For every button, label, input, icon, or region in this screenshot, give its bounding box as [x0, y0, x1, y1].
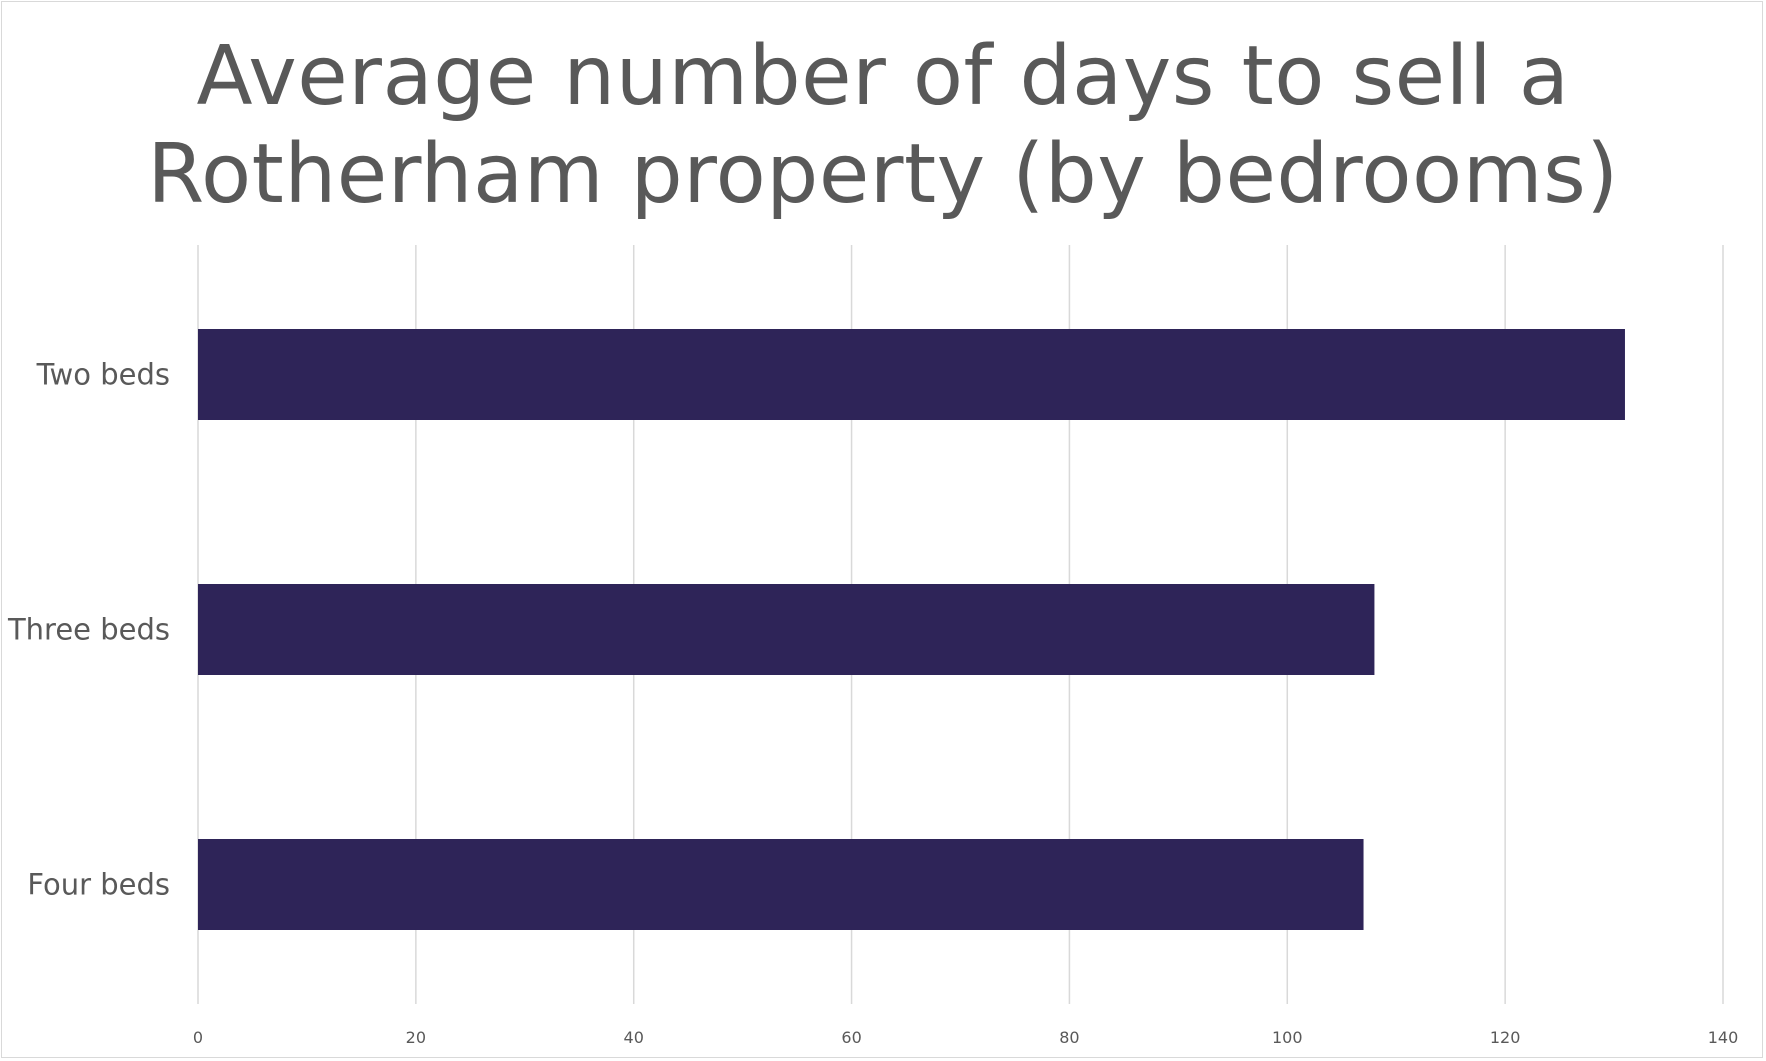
x-tick-label: 40	[624, 1028, 644, 1047]
x-tick-label: 60	[841, 1028, 861, 1047]
category-label: Two beds	[36, 358, 170, 392]
chart-title-line-1: Average number of days to sell a	[196, 29, 1570, 124]
bar-four-beds	[198, 839, 1364, 930]
x-tick-label: 0	[193, 1028, 203, 1047]
bar-two-beds	[198, 329, 1625, 420]
category-label: Four beds	[27, 868, 170, 902]
chart-title-line-2: Rotherham property (by bedrooms)	[147, 127, 1619, 222]
x-tick-label: 20	[406, 1028, 426, 1047]
chart-title: Average number of days to sell a Rotherh…	[0, 28, 1766, 224]
bar-three-beds	[198, 584, 1375, 675]
x-tick-label: 100	[1272, 1028, 1303, 1047]
x-tick-label: 140	[1708, 1028, 1739, 1047]
category-label: Three beds	[7, 613, 170, 647]
x-tick-label: 120	[1490, 1028, 1521, 1047]
x-tick-label: 80	[1059, 1028, 1079, 1047]
